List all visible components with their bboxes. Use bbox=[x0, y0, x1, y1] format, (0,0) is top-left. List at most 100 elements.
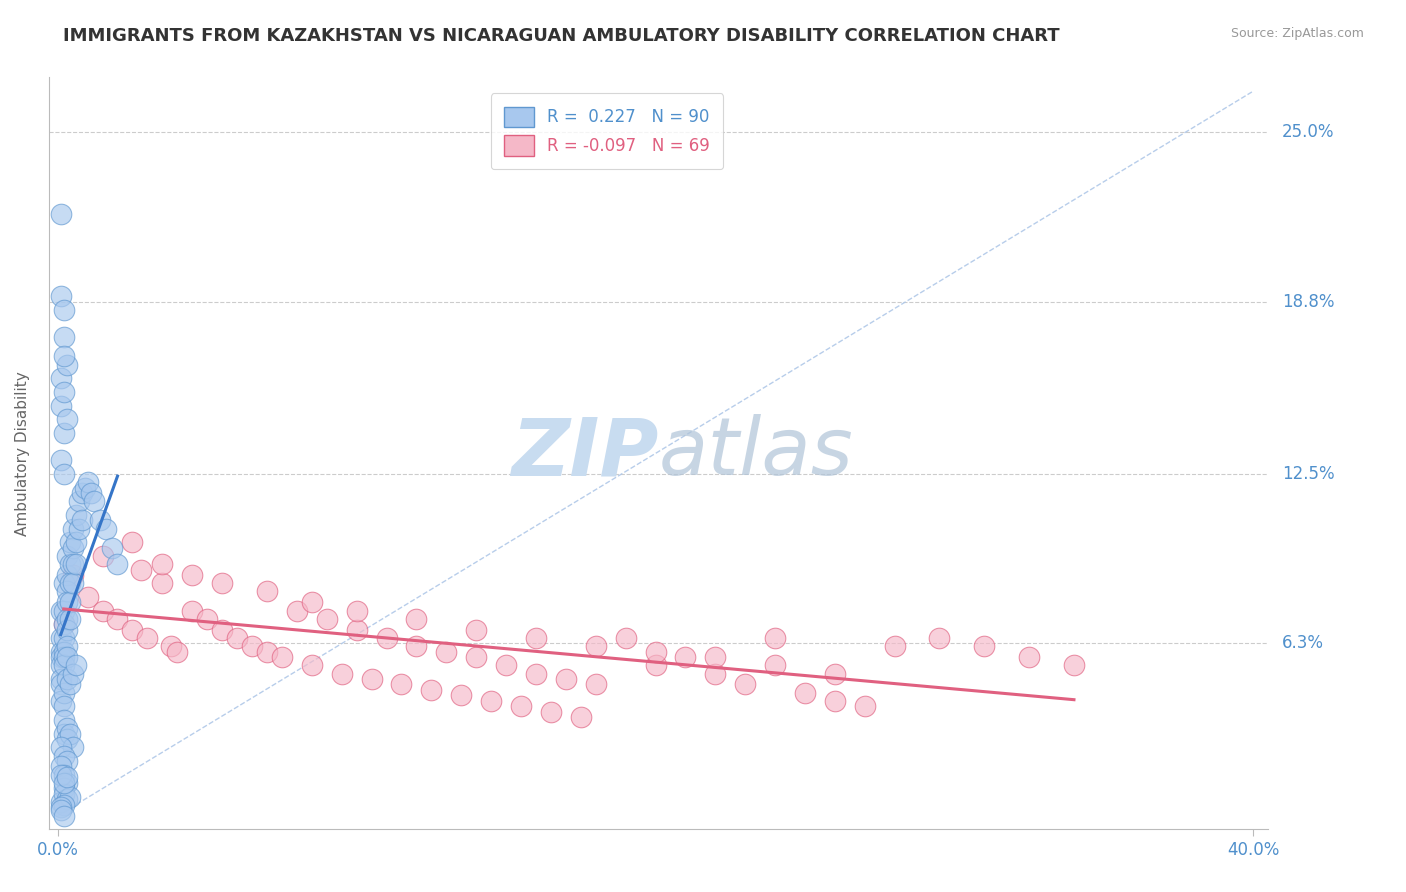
Point bbox=[181, 568, 204, 582]
Point bbox=[49, 650, 72, 665]
Point bbox=[346, 623, 368, 637]
Point bbox=[55, 771, 77, 785]
Point bbox=[52, 787, 75, 801]
Point bbox=[49, 289, 72, 303]
Point bbox=[55, 568, 77, 582]
Point bbox=[883, 639, 905, 653]
Point bbox=[49, 658, 72, 673]
Point bbox=[52, 767, 75, 781]
Point bbox=[301, 595, 323, 609]
Point bbox=[52, 776, 75, 790]
Text: atlas: atlas bbox=[658, 415, 853, 492]
Point bbox=[62, 576, 84, 591]
Point bbox=[131, 563, 153, 577]
Point bbox=[495, 658, 517, 673]
Point bbox=[76, 475, 98, 489]
Point bbox=[734, 677, 756, 691]
Point bbox=[55, 549, 77, 563]
Point bbox=[52, 631, 75, 645]
Legend: R =  0.227   N = 90, R = -0.097   N = 69: R = 0.227 N = 90, R = -0.097 N = 69 bbox=[491, 94, 723, 169]
Point bbox=[55, 623, 77, 637]
Point bbox=[59, 535, 82, 549]
Point bbox=[89, 513, 111, 527]
Point bbox=[59, 677, 82, 691]
Point bbox=[420, 682, 443, 697]
Point bbox=[49, 604, 72, 618]
Point bbox=[79, 486, 101, 500]
Point bbox=[65, 508, 87, 522]
Point bbox=[450, 689, 472, 703]
Point bbox=[285, 604, 308, 618]
Point bbox=[55, 732, 77, 747]
Point bbox=[59, 576, 82, 591]
Point bbox=[270, 650, 292, 665]
Point bbox=[330, 666, 353, 681]
Point bbox=[52, 713, 75, 727]
Point bbox=[49, 399, 72, 413]
Point bbox=[55, 754, 77, 768]
Point bbox=[226, 631, 249, 645]
Point bbox=[121, 623, 143, 637]
Point bbox=[52, 330, 75, 344]
Text: Source: ZipAtlas.com: Source: ZipAtlas.com bbox=[1230, 27, 1364, 40]
Point bbox=[107, 557, 129, 571]
Point bbox=[49, 631, 72, 645]
Point bbox=[52, 726, 75, 740]
Point bbox=[644, 645, 666, 659]
Point bbox=[59, 726, 82, 740]
Point bbox=[49, 645, 72, 659]
Point bbox=[824, 666, 846, 681]
Point bbox=[763, 631, 786, 645]
Text: IMMIGRANTS FROM KAZAKHSTAN VS NICARAGUAN AMBULATORY DISABILITY CORRELATION CHART: IMMIGRANTS FROM KAZAKHSTAN VS NICARAGUAN… bbox=[63, 27, 1060, 45]
Point bbox=[49, 453, 72, 467]
Point bbox=[195, 612, 218, 626]
Point bbox=[65, 658, 87, 673]
Point bbox=[524, 631, 547, 645]
Point bbox=[479, 694, 502, 708]
Point bbox=[375, 631, 398, 645]
Point bbox=[405, 639, 427, 653]
Point bbox=[59, 612, 82, 626]
Point bbox=[62, 666, 84, 681]
Point bbox=[65, 557, 87, 571]
Point bbox=[49, 677, 72, 691]
Point bbox=[49, 803, 72, 817]
Point bbox=[524, 666, 547, 681]
Point bbox=[52, 645, 75, 659]
Point bbox=[59, 595, 82, 609]
Point bbox=[1063, 658, 1085, 673]
Point bbox=[49, 207, 72, 221]
Point bbox=[150, 576, 173, 591]
Point bbox=[52, 617, 75, 632]
Point bbox=[49, 694, 72, 708]
Point bbox=[73, 481, 96, 495]
Point bbox=[49, 672, 72, 686]
Text: ZIP: ZIP bbox=[512, 415, 658, 492]
Point bbox=[391, 677, 413, 691]
Point bbox=[49, 767, 72, 781]
Point bbox=[704, 666, 727, 681]
Point bbox=[585, 639, 607, 653]
Point bbox=[211, 576, 233, 591]
Point bbox=[540, 705, 562, 719]
Point bbox=[136, 631, 159, 645]
Point bbox=[181, 604, 204, 618]
Point bbox=[70, 513, 93, 527]
Point bbox=[52, 658, 75, 673]
Point bbox=[49, 759, 72, 773]
Y-axis label: Ambulatory Disability: Ambulatory Disability bbox=[15, 371, 30, 536]
Point bbox=[824, 694, 846, 708]
Point bbox=[554, 672, 576, 686]
Point bbox=[52, 302, 75, 317]
Point bbox=[55, 612, 77, 626]
Text: 25.0%: 25.0% bbox=[1282, 123, 1334, 141]
Point bbox=[1018, 650, 1040, 665]
Point bbox=[91, 549, 114, 563]
Point bbox=[405, 612, 427, 626]
Point bbox=[55, 776, 77, 790]
Point bbox=[465, 623, 488, 637]
Point bbox=[644, 658, 666, 673]
Point bbox=[434, 645, 457, 659]
Point bbox=[346, 604, 368, 618]
Point bbox=[55, 358, 77, 372]
